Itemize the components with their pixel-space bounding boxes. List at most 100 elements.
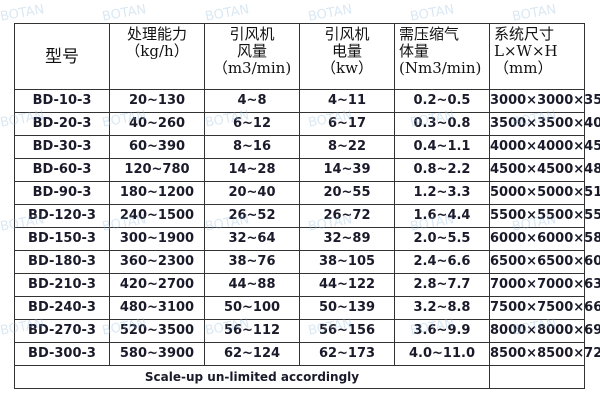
- header-line: 型号: [45, 47, 79, 67]
- table-cell: 56~112: [204, 319, 300, 343]
- table-cell: 50~139: [299, 296, 395, 320]
- column-header: 处理能力 （kg/h）: [109, 23, 205, 90]
- table-cell: BD-20-3: [14, 112, 110, 136]
- table-cell: 4~8: [204, 89, 300, 113]
- header-line: 需压缩气: [399, 25, 460, 43]
- table-row: BD-20-3 40~260 6~12 6~17 0.3~0.8 3500×3500×40…: [14, 112, 600, 136]
- table-cell: BD-30-3: [14, 135, 110, 159]
- table-row: BD-180-3 360~2300 38~76 38~105 2.4~6.6 6500×6…: [14, 250, 600, 274]
- table-cell: 360~2300: [109, 250, 205, 274]
- table-cell: 6000×6000×5800: [489, 227, 600, 251]
- table-cell: 1.2~3.3: [394, 181, 490, 205]
- table-cell: 0.4~1.1: [394, 135, 490, 159]
- table-cell: 60~390: [109, 135, 205, 159]
- table-cell: 6500×6500×6000: [489, 250, 600, 274]
- footer-note: Scale-up un-limited accordingly: [14, 365, 490, 389]
- table-cell: 14~28: [204, 158, 300, 182]
- table-row: BD-210-3 420~2700 44~88 44~122 2.8~7.7 7000×7…: [14, 273, 600, 297]
- table-cell: 40~260: [109, 112, 205, 136]
- table-row: BD-60-3 120~780 14~28 14~39 0.8~2.2 4500×4500…: [14, 158, 600, 182]
- table-cell: 62~173: [299, 342, 395, 366]
- table-cell: BD-300-3: [14, 342, 110, 366]
- column-header: 引风机 电量 （kw）: [299, 23, 395, 90]
- table-cell: BD-210-3: [14, 273, 110, 297]
- table-cell: 8~16: [204, 135, 300, 159]
- table-cell: 4500×4500×4800: [489, 158, 600, 182]
- table-cell: 4~11: [299, 89, 395, 113]
- header-row: 型号 处理能力 （kg/h） 引风机 风量 （m3/min) 引风机 电量 （kw） 需压缩气 体量…: [14, 23, 585, 90]
- table-cell: 5500×5500×5500: [489, 204, 600, 228]
- table-cell: 480~3100: [109, 296, 205, 320]
- table-cell: 26~52: [204, 204, 300, 228]
- table-cell: 2.8~7.7: [394, 273, 490, 297]
- table-cell: 32~64: [204, 227, 300, 251]
- table-cell: BD-240-3: [14, 296, 110, 320]
- watermark: BOTAN: [307, 2, 354, 25]
- table-cell: 180~1200: [109, 181, 205, 205]
- spec-table: 型号 处理能力 （kg/h） 引风机 风量 （m3/min) 引风机 电量 （kw） 需压缩气 体量…: [14, 23, 600, 389]
- table-cell: 4.0~11.0: [394, 342, 490, 366]
- empty-cell: [489, 365, 585, 389]
- table-cell: 5000×5000×5100: [489, 181, 600, 205]
- table-cell: BD-180-3: [14, 250, 110, 274]
- table-cell: 44~122: [299, 273, 395, 297]
- table-row: BD-10-320~1304~84~110.2~0.53000×3000×350…: [14, 89, 600, 113]
- table-cell: 14~39: [299, 158, 395, 182]
- table-row: BD-120-3 240~1500 26~52 26~72 1.6~4.4 5500×55…: [14, 204, 600, 228]
- table-cell: 3000×3000×3500: [489, 89, 600, 113]
- table-cell: 56~156: [299, 319, 395, 343]
- table-cell: 420~2700: [109, 273, 205, 297]
- table-cell: 20~55: [299, 181, 395, 205]
- table-cell: 32~89: [299, 227, 395, 251]
- header-line: 电量: [331, 42, 362, 60]
- header-line: （kg/h）: [125, 42, 189, 60]
- table-cell: BD-90-3: [14, 181, 110, 205]
- column-header: 型号: [14, 23, 110, 90]
- table-cell: 7000×7000×6300: [489, 273, 600, 297]
- table-cell: 20~40: [204, 181, 300, 205]
- table-cell: 300~1900: [109, 227, 205, 251]
- table-cell: 50~100: [204, 296, 300, 320]
- table-cell: 0.8~2.2: [394, 158, 490, 182]
- table-cell: 1.6~4.4: [394, 204, 490, 228]
- table-cell: 580~3900: [109, 342, 205, 366]
- table-cell: 62~124: [204, 342, 300, 366]
- table-cell: 7500×7500×6600: [489, 296, 600, 320]
- watermark: BOTAN: [101, 2, 148, 25]
- table-cell: BD-10-3: [14, 89, 110, 113]
- table-cell: 240~1500: [109, 204, 205, 228]
- table-cell: 4000×4000×4500: [489, 135, 600, 159]
- table-cell: 120~780: [109, 158, 205, 182]
- header-line: 风量: [236, 42, 267, 60]
- table-cell: 6~12: [204, 112, 300, 136]
- table-row: BD-150-3 300~1900 32~64 32~89 2.0~5.5 6000×60…: [14, 227, 600, 251]
- table-cell: 38~105: [299, 250, 395, 274]
- header-line: （kw）: [321, 59, 373, 77]
- table-cell: 0.3~0.8: [394, 112, 490, 136]
- header-line: 体量: [399, 42, 430, 60]
- table-cell: 2.4~6.6: [394, 250, 490, 274]
- table-row: BD-270-3 520~3500 56~112 56~156 3.6~9.9 8000×…: [14, 319, 600, 343]
- table-cell: BD-270-3: [14, 319, 110, 343]
- header-line: 引风机: [324, 25, 370, 43]
- table-cell: 2.0~5.5: [394, 227, 490, 251]
- table-cell: BD-120-3: [14, 204, 110, 228]
- table-cell: 44~88: [204, 273, 300, 297]
- table-cell: 8000×8000×6900: [489, 319, 600, 343]
- table-row: BD-240-3 480~3100 50~100 50~139 3.2~8.8 7500×…: [14, 296, 600, 320]
- header-line: 系统尺寸: [494, 25, 555, 43]
- watermark: BOTAN: [511, 2, 558, 25]
- table-cell: 520~3500: [109, 319, 205, 343]
- table-cell: 26~72: [299, 204, 395, 228]
- table-cell: BD-60-3: [14, 158, 110, 182]
- table-row: BD-30-3 60~390 8~16 8~22 0.4~1.1 4000×4000×45…: [14, 135, 600, 159]
- table-cell: 8500×8500×7200: [489, 342, 600, 366]
- header-line: 处理能力: [126, 25, 187, 43]
- table-cell: 38~76: [204, 250, 300, 274]
- column-header: 引风机 风量 （m3/min): [204, 23, 300, 90]
- table-cell: BD-150-3: [14, 227, 110, 251]
- table-cell: 3.2~8.8: [394, 296, 490, 320]
- footer-row: Scale-up un-limited accordingly: [14, 365, 585, 389]
- watermark: BOTAN: [204, 2, 251, 25]
- table-row: BD-90-3 180~1200 20~40 20~55 1.2~3.3 5000×500…: [14, 181, 600, 205]
